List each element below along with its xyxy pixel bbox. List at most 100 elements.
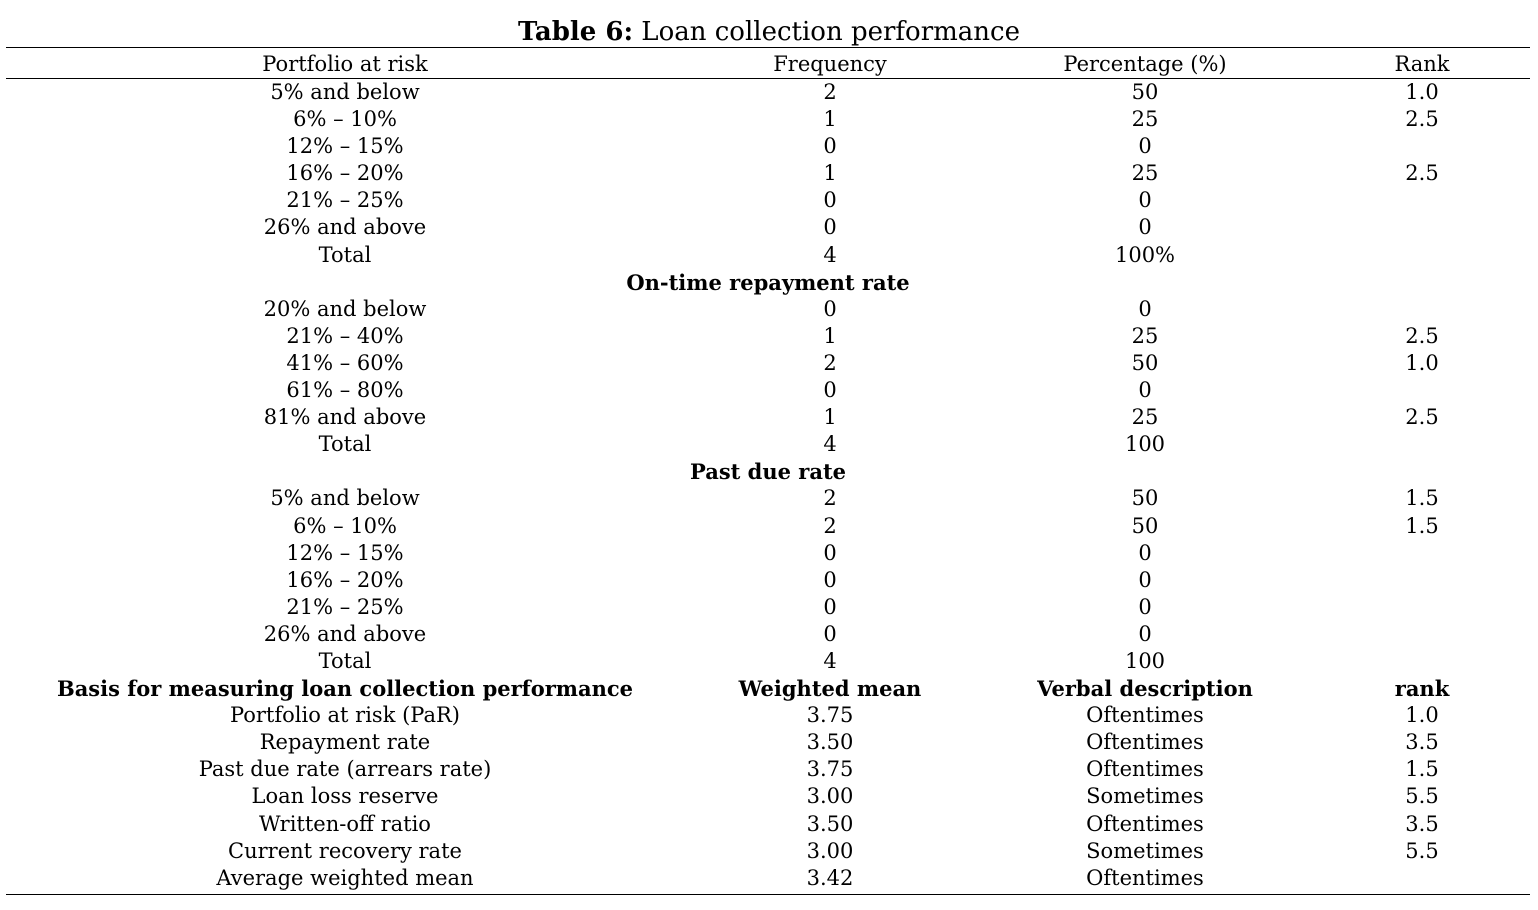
- table-cell: Average weighted mean: [216, 865, 474, 890]
- table-cell: Sometimes: [1086, 784, 1204, 809]
- section-title: Past due rate: [689, 459, 847, 485]
- table-cell: 0: [823, 378, 837, 403]
- table-cell: 50: [1131, 486, 1159, 511]
- table-cell: [1314, 187, 1530, 214]
- table-row: 6% – 10% 2 50 1.5: [6, 513, 1530, 540]
- table-cell: 3.00: [806, 784, 854, 809]
- table-row: Repayment rate 3.50 Oftentimes 3.5: [6, 729, 1530, 756]
- header-cell: Percentage (%): [1063, 52, 1227, 76]
- table-cell: 0: [1138, 567, 1152, 592]
- table-cell: 3.5: [1405, 811, 1439, 836]
- table-cell: 1: [823, 161, 837, 186]
- table-cell: [1314, 214, 1530, 241]
- table-cell: 100: [1124, 432, 1166, 457]
- table-cell: 6% – 10%: [293, 513, 397, 538]
- table-cell: 6% – 10%: [293, 107, 397, 132]
- table-row: 16% – 20% 1 25 2.5: [6, 160, 1530, 187]
- table-cell: Oftentimes: [1086, 811, 1204, 836]
- table-row: 21% – 25% 0 0: [6, 594, 1530, 621]
- header-cell: Portfolio at risk: [262, 52, 428, 76]
- table-row: 12% – 15% 0 0: [6, 540, 1530, 567]
- table-cell: [1314, 133, 1530, 160]
- table-cell: 2.5: [1405, 107, 1439, 132]
- table-cell: 3.42: [806, 865, 854, 890]
- table-row: 61% – 80% 0 0: [6, 377, 1530, 404]
- table-header: Portfolio at risk Frequency Percentage (…: [6, 50, 1530, 79]
- table-cell: 1.5: [1405, 486, 1439, 511]
- table-cell: 3.75: [806, 757, 854, 782]
- table-cell: 2.5: [1405, 161, 1439, 186]
- table-cell: Repayment rate: [259, 730, 431, 755]
- table-row: Loan loss reserve 3.00 Sometimes 5.5: [6, 783, 1530, 810]
- table-row: 41% – 60% 2 50 1.0: [6, 350, 1530, 377]
- table-cell: 1.0: [1405, 703, 1439, 728]
- header-row: Portfolio at risk Frequency Percentage (…: [6, 50, 1530, 79]
- table-cell: 2: [823, 513, 837, 538]
- table-cell: Loan loss reserve: [251, 784, 439, 809]
- table-cell: 4: [823, 242, 837, 267]
- table-cell: 100%: [1114, 242, 1176, 267]
- table-cell: 0: [1138, 215, 1152, 240]
- section-title-row: On-time repayment rate: [6, 269, 1530, 296]
- table-cell: 3.50: [806, 811, 854, 836]
- table-cell: 3.00: [806, 838, 854, 863]
- table-cell: 0: [823, 594, 837, 619]
- table-cell: 0: [823, 296, 837, 321]
- table-row: Total 4 100: [6, 648, 1530, 675]
- table-row: Current recovery rate 3.00 Sometimes 5.5: [6, 838, 1530, 865]
- table-cell: 0: [1138, 188, 1152, 213]
- table-cell: Oftentimes: [1086, 757, 1204, 782]
- table-cell: 1.0: [1405, 350, 1439, 375]
- table-cell: 0: [823, 621, 837, 646]
- table-row: 81% and above 1 25 2.5: [6, 404, 1530, 431]
- table-cell: [1314, 865, 1530, 892]
- table-cell: rank: [1394, 676, 1450, 702]
- table-cell: 2.5: [1405, 405, 1439, 430]
- table-cell: 1: [823, 405, 837, 430]
- table-cell: 0: [823, 134, 837, 159]
- table-cell: [1314, 621, 1530, 648]
- table-cell: 50: [1131, 350, 1159, 375]
- table-cell: 4: [823, 432, 837, 457]
- table-row: Average weighted mean 3.42 Oftentimes: [6, 865, 1530, 892]
- table-cell: 12% – 15%: [286, 134, 404, 159]
- table-cell: [1314, 567, 1530, 594]
- table-row: 26% and above 0 0: [6, 214, 1530, 241]
- table-cell: 25: [1131, 323, 1159, 348]
- table-cell: 16% – 20%: [286, 567, 404, 592]
- table-row: Total 4 100%: [6, 242, 1530, 269]
- loan-collection-table: Portfolio at risk Frequency Percentage (…: [6, 50, 1530, 892]
- table-cell: 0: [1138, 134, 1152, 159]
- table-cell: Portfolio at risk (PaR): [229, 703, 461, 728]
- table-cell: Basis for measuring loan collection perf…: [56, 676, 634, 702]
- table-cell: 26% and above: [263, 215, 427, 240]
- table-cell: [1314, 648, 1530, 675]
- table-cell: 4: [823, 648, 837, 673]
- table-cell: 25: [1131, 161, 1159, 186]
- table-cell: 0: [823, 540, 837, 565]
- table-cell: 12% – 15%: [286, 540, 404, 565]
- table-cell: 3.75: [806, 703, 854, 728]
- table-cell: Total: [318, 242, 372, 267]
- table-cell: Oftentimes: [1086, 730, 1204, 755]
- table-cell: 21% – 25%: [286, 594, 404, 619]
- table-caption-label: Table 6:: [518, 17, 634, 47]
- table-row: 21% – 40% 1 25 2.5: [6, 323, 1530, 350]
- table-body: 5% and below 2 50 1.0 6% – 10% 1 25 2.5 12% – 15…: [6, 79, 1530, 892]
- table-cell: 50: [1131, 513, 1159, 538]
- header-cell: Frequency: [773, 52, 887, 76]
- section-title-row: Past due rate: [6, 458, 1530, 485]
- table-cell: 100: [1124, 648, 1166, 673]
- table-header-rule: [6, 78, 1530, 79]
- table-cell: 0: [823, 188, 837, 213]
- table-cell: Total: [318, 432, 372, 457]
- table-cell: 50: [1131, 80, 1159, 104]
- table-cell: 5.5: [1405, 784, 1439, 809]
- table-row: 6% – 10% 1 25 2.5: [6, 106, 1530, 133]
- table-bottom-rule: [6, 894, 1530, 895]
- table-cell: 0: [823, 215, 837, 240]
- table-cell: 1.5: [1405, 757, 1439, 782]
- table-cell: 1: [823, 323, 837, 348]
- table-row: Total 4 100: [6, 431, 1530, 458]
- table-cell: 2: [823, 486, 837, 511]
